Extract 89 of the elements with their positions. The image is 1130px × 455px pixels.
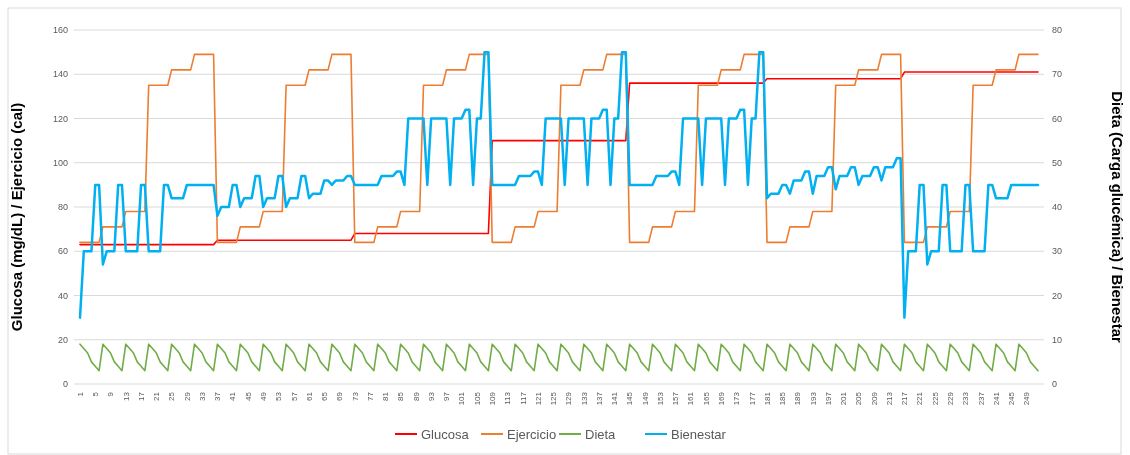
y2-tick-label: 30	[1052, 246, 1063, 257]
x-tick-label: 109	[488, 391, 498, 406]
x-tick-label: 225	[930, 391, 940, 406]
x-tick-label: 233	[961, 391, 971, 406]
legend-label: Bienestar	[671, 426, 727, 442]
x-tick-label: 137	[594, 391, 604, 406]
y-tick-label: 100	[52, 157, 68, 168]
x-tick-label: 17	[136, 391, 146, 401]
x-tick-label: 65	[320, 391, 330, 401]
x-tick-label: 5	[91, 391, 101, 397]
x-tick-label: 77	[365, 391, 375, 401]
x-tick-label: 209	[869, 391, 879, 406]
line-series	[78, 50, 1040, 319]
x-tick-label: 33	[197, 391, 207, 401]
x-tick-label: 101	[457, 391, 467, 406]
x-tick-label: 69	[335, 391, 345, 401]
legend-label: Glucosa	[421, 426, 470, 442]
x-tick-label: 173	[732, 391, 742, 406]
x-tick-label: 229	[946, 391, 956, 406]
x-tick-label: 197	[823, 391, 833, 406]
x-tick-label: 205	[854, 391, 864, 406]
x-tick-label: 53	[274, 391, 284, 401]
x-tick-label: 245	[1007, 391, 1017, 406]
y2-tick-label: 70	[1052, 69, 1063, 80]
x-tick-label: 89	[411, 391, 421, 401]
x-tick-label: 201	[839, 391, 849, 406]
x-tick-label: 217	[900, 391, 910, 406]
x-tick-label: 9	[106, 391, 116, 397]
x-tick-label: 141	[610, 391, 620, 406]
x-tick-label: 145	[625, 391, 635, 406]
x-tick-label: 49	[259, 391, 268, 401]
x-tick-label: 157	[671, 391, 681, 406]
x-tick-label: 237	[976, 391, 986, 406]
line-series	[79, 343, 1039, 372]
x-tick-label: 57	[289, 391, 299, 401]
y-tick-label: 0	[62, 379, 68, 390]
x-tick-label: 165	[701, 391, 711, 406]
x-tick-label: 41	[228, 391, 238, 401]
y2-tick-label: 50	[1052, 157, 1063, 168]
x-tick-label: 133	[579, 391, 589, 406]
y2-tick-label: 80	[1052, 25, 1063, 36]
x-tick-label: 37	[213, 391, 223, 401]
x-tick-label: 1	[75, 391, 85, 397]
y-tick-label: 160	[52, 25, 68, 36]
x-tick-label: 125	[549, 391, 559, 406]
x-tick-label: 13	[121, 391, 131, 401]
y2-axis-title: Dieta (Carga glucémica) / Bienestar	[1109, 91, 1126, 344]
legend-label: Ejercicio	[507, 426, 557, 442]
y-tick-label: 140	[52, 69, 68, 80]
x-tick-label: 193	[808, 391, 818, 406]
y-tick-label: 60	[57, 246, 68, 257]
x-tick-label: 85	[396, 391, 406, 401]
x-tick-label: 25	[167, 391, 177, 401]
x-tick-label: 21	[152, 391, 162, 401]
x-tick-label: 169	[717, 391, 727, 406]
y-tick-label: 40	[57, 290, 68, 301]
y2-tick-label: 10	[1052, 334, 1063, 345]
x-tick-label: 121	[533, 391, 543, 406]
x-tick-label: 97	[442, 391, 452, 401]
x-tick-label: 213	[884, 391, 894, 406]
x-tick-label: 45	[243, 391, 253, 401]
x-tick-label: 61	[304, 391, 314, 401]
legend-label: Dieta	[585, 426, 617, 442]
x-tick-label: 73	[350, 391, 360, 401]
x-tick-label: 129	[564, 391, 574, 406]
y-tick-label: 80	[57, 202, 68, 213]
x-tick-label: 249	[1022, 391, 1032, 406]
y-tick-label: 20	[57, 334, 68, 345]
x-tick-label: 113	[503, 391, 513, 405]
x-tick-label: 105	[472, 391, 482, 406]
x-tick-label: 185	[778, 391, 788, 406]
x-tick-label: 93	[426, 391, 436, 401]
y-tick-label: 120	[52, 113, 68, 124]
x-tick-label: 241	[991, 391, 1001, 406]
y2-tick-label: 20	[1052, 290, 1063, 301]
x-tick-label: 177	[747, 391, 757, 406]
x-tick-label: 189	[793, 391, 803, 406]
x-tick-label: 29	[182, 391, 192, 401]
x-tick-label: 221	[915, 391, 925, 406]
x-tick-label: 149	[640, 391, 650, 406]
y2-tick-label: 60	[1052, 113, 1063, 124]
x-tick-label: 161	[686, 391, 696, 406]
y2-tick-label: 0	[1052, 379, 1058, 390]
x-tick-label: 153	[655, 391, 665, 406]
x-tick-label: 81	[381, 391, 391, 401]
x-tick-label: 117	[518, 391, 528, 405]
y-axis-title: Glucosa (mg/dL) / Ejercicio (cal)	[8, 102, 25, 332]
x-tick-label: 181	[762, 391, 772, 406]
y2-tick-label: 40	[1052, 202, 1063, 213]
